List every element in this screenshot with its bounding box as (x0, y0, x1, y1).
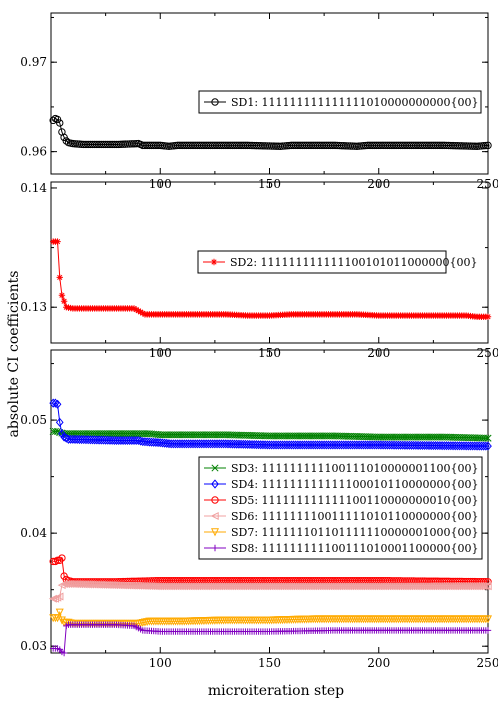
data-point (53, 399, 62, 409)
legend-marker (211, 479, 219, 489)
x-tick-label: 250 (477, 656, 498, 670)
data-point (482, 141, 490, 150)
data-point (484, 141, 492, 150)
data-point (58, 554, 66, 562)
data-point (56, 274, 63, 281)
data-point (136, 436, 145, 446)
legend-marker (210, 258, 218, 266)
data-point (49, 398, 58, 408)
legend-marker (211, 544, 219, 552)
legend-box (198, 456, 483, 560)
legend-box (197, 250, 447, 274)
data-point (60, 432, 68, 442)
data-point (66, 619, 75, 628)
y-tick-label: 0.96 (20, 145, 47, 159)
data-point (54, 427, 62, 435)
legend-entry: SD3: 111111111100111010000001100{00} (231, 462, 479, 475)
y-tick-label: 0.03 (20, 639, 47, 653)
legend-entry: SD2: 111111111111100101011000000{00} (230, 256, 478, 269)
legend-box (198, 90, 482, 114)
data-point (62, 433, 71, 443)
data-point (479, 142, 488, 150)
x-tick-label: 200 (367, 656, 390, 670)
y-tick-label: 0.97 (20, 55, 47, 69)
data-point (483, 582, 492, 591)
data-point (56, 119, 64, 127)
data-point (133, 306, 140, 313)
data-point (55, 592, 64, 601)
legend-1: SD1: 111111111111111010000000000{00} (198, 90, 482, 114)
data-point (484, 434, 492, 442)
data-point (135, 307, 142, 314)
data-point (62, 137, 70, 145)
legend-entry: SD5: 111111111111100110000000010{00} (231, 494, 479, 507)
data-point (53, 115, 62, 124)
data-point (484, 441, 492, 451)
y-axis-title: absolute CI coefficients (6, 271, 22, 438)
legend-marker (211, 464, 219, 472)
series-3-1 (49, 427, 492, 442)
data-point (60, 298, 68, 305)
data-point (484, 627, 492, 634)
data-point (481, 582, 490, 591)
data-point (64, 618, 73, 627)
data-point (483, 615, 493, 624)
series-3-4 (48, 580, 492, 603)
data-point (60, 133, 68, 142)
data-point (51, 398, 60, 408)
data-point (137, 308, 144, 316)
data-point (54, 238, 61, 245)
y-tick-label: 0.13 (20, 300, 47, 314)
data-point (56, 556, 64, 564)
y-tick-label: 0.04 (20, 526, 47, 540)
legend-entry: SD6: 111111110011111010110000000{00} (231, 510, 479, 523)
data-point (482, 434, 490, 442)
series-3-2 (49, 398, 492, 451)
legend-2: SD2: 111111111111100101011000000{00} (197, 250, 478, 274)
legend-entry: SD4: 111111111111100010110000000{00} (231, 478, 479, 491)
legend-marker (211, 496, 219, 504)
y-tick-label: 0.14 (20, 181, 47, 195)
legend-marker (211, 98, 219, 106)
series-3-6 (49, 621, 492, 657)
series-1-1 (49, 114, 492, 150)
data-point (49, 116, 57, 125)
data-point (53, 556, 62, 564)
x-tick-label: 250 (477, 177, 498, 191)
x-tick-label: 150 (258, 656, 281, 670)
legend-3: SD3: 111111111100111010000001100{00} SD4:… (198, 456, 483, 560)
data-point (58, 292, 66, 299)
x-tick-label: 250 (477, 346, 498, 360)
legend-entry: SD1: 111111111111111010000000000{00} (231, 96, 479, 109)
data-point (484, 313, 492, 320)
data-point (51, 427, 59, 435)
data-point (479, 582, 488, 591)
chart-panel-3: 100 150 200 250 0.03 0.04 0.05 SD3: 11111111110… (20, 349, 498, 670)
data-point (139, 309, 146, 317)
data-point (481, 441, 490, 451)
legend-marker (210, 511, 219, 521)
x-axis-title: microiteration step (208, 683, 344, 699)
legend-entry: SD7: 111111101101111110000001000{00} (231, 526, 479, 539)
x-tick-label: 100 (149, 656, 172, 670)
legend-marker (210, 528, 220, 537)
data-point (55, 417, 64, 427)
data-point (55, 608, 64, 617)
series-2-1 (49, 238, 492, 320)
data-point (134, 435, 143, 446)
data-point (60, 649, 68, 657)
data-point (58, 429, 66, 439)
legend-entry: SD8: 111111111100111010001100000{00} (231, 542, 479, 555)
data-point (130, 305, 138, 312)
y-tick-label: 0.05 (20, 413, 47, 427)
data-point (132, 139, 140, 148)
